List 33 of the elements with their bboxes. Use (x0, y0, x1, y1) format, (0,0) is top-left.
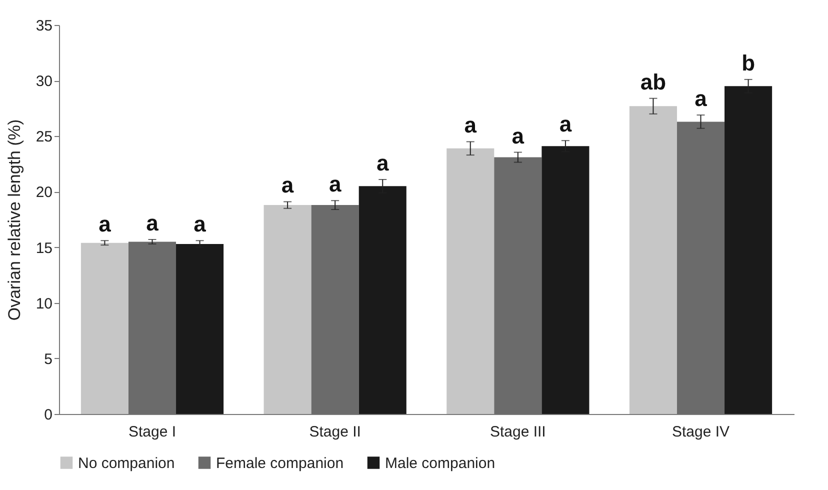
annotation: a (512, 123, 525, 148)
bar (80, 242, 128, 414)
annotation: b (742, 50, 756, 76)
x-tick-label: Stage IV (672, 424, 730, 440)
x-tick-label: Stage I (128, 424, 176, 440)
bar (264, 205, 312, 414)
y-tick-label: 30 (36, 73, 52, 90)
y-tick-label: 20 (36, 184, 52, 202)
y-tick-label: 25 (36, 128, 52, 146)
annotation: a (98, 212, 112, 237)
annotation: a (281, 172, 294, 198)
annotation: ab (640, 69, 666, 94)
legend-label: Female companion (216, 454, 344, 472)
y-axis-title: Ovarian relative length (%) (4, 119, 24, 321)
x-tick-label: Stage III (490, 424, 546, 440)
x-tick-label: Stage II (309, 424, 361, 440)
y-tick-label: 0 (44, 406, 52, 424)
y-tick-label: 15 (36, 240, 52, 257)
annotation: a (328, 172, 342, 197)
bar (176, 244, 224, 414)
legend-label: Male companion (385, 454, 496, 472)
y-tick-label: 35 (36, 18, 52, 34)
bar (629, 106, 677, 414)
annotation: a (464, 112, 478, 138)
bar (446, 148, 494, 414)
y-tick-label: 5 (44, 350, 52, 368)
legend-label: No companion (78, 454, 175, 472)
annotation: a (194, 212, 207, 237)
annotation: a (376, 150, 390, 176)
y-tick-label: 10 (36, 295, 52, 312)
annotation: a (559, 112, 572, 137)
annotation: a (694, 86, 708, 112)
annotation: a (146, 210, 160, 236)
